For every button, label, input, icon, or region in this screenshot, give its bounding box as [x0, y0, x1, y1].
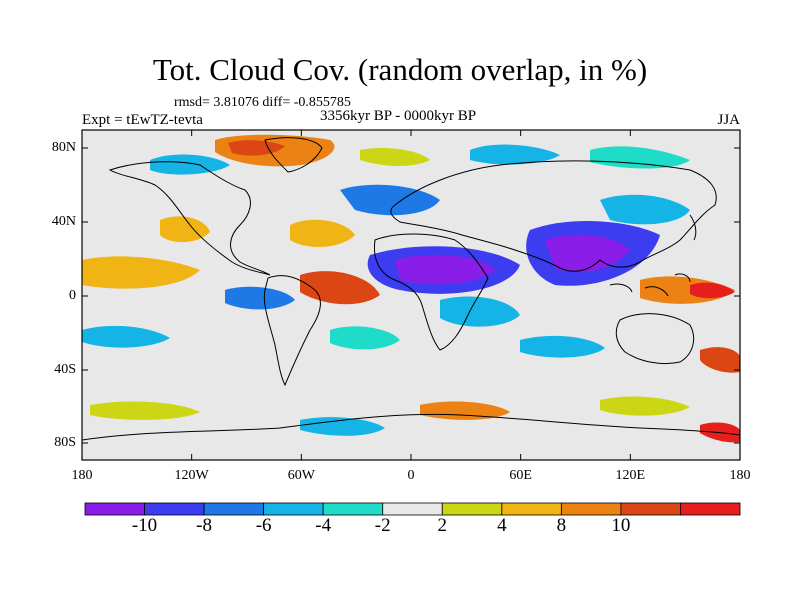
anomaly-patch — [160, 216, 210, 243]
lat-tick-label: 0 — [69, 288, 76, 303]
coastline-antarctica — [82, 413, 740, 441]
anomaly-patch — [225, 286, 295, 310]
stats-text: rmsd= 3.81076 diff= -0.855785 — [174, 95, 351, 110]
lon-tick-label: 120W — [174, 468, 209, 483]
anomaly-patch — [290, 219, 355, 247]
anomaly-patch — [590, 146, 690, 169]
anomaly-patch — [520, 335, 605, 358]
colorbar-swatch — [382, 502, 443, 516]
colorbar-label: -6 — [255, 515, 272, 536]
map-title: Tot. Cloud Cov. (random overlap, in %) — [152, 52, 648, 87]
colorbar-label: -8 — [196, 515, 212, 536]
coastline-japan — [689, 214, 697, 241]
anomaly-patch — [395, 254, 495, 285]
lat-tick-label: 80S — [54, 435, 76, 450]
coastline-south-america — [263, 275, 321, 387]
lon-tick-label: 180 — [729, 468, 751, 483]
coastline-islands — [609, 273, 691, 297]
anomaly-patch — [700, 347, 740, 373]
colorbar-label: -2 — [374, 515, 391, 536]
lon-tick-label: 120E — [615, 468, 646, 483]
anomaly-patch — [300, 417, 385, 436]
anomaly-patch — [440, 296, 520, 327]
period-label: 3356kyr BP - 0000kyr BP — [320, 108, 477, 124]
anomaly-patch — [150, 154, 230, 175]
colorbar-label: 8 — [556, 515, 567, 536]
coastlines — [82, 137, 740, 441]
colorbar-label: -4 — [315, 515, 332, 536]
coastline-eurasia — [390, 160, 717, 272]
anomaly-patch — [545, 234, 630, 273]
coastline-australia — [615, 313, 695, 365]
lon-tick-label: 60E — [509, 468, 532, 483]
lat-tick-label: 40N — [51, 214, 76, 229]
colorbar-swatch — [203, 502, 265, 516]
colorbar-swatch — [620, 502, 681, 516]
anomaly-patch — [82, 256, 200, 289]
anomaly-patch — [470, 144, 560, 165]
anomaly-patch — [600, 194, 690, 225]
anomaly-patch — [330, 326, 400, 350]
colorbar-swatch — [263, 502, 324, 516]
season-label: JJA — [717, 112, 740, 128]
lon-tick-label: 60W — [287, 468, 315, 483]
anomaly-patch — [420, 401, 510, 420]
anomaly-patch — [90, 401, 200, 420]
anomaly-field — [82, 134, 740, 443]
lon-tick-label: 180 — [71, 468, 93, 483]
lon-tick-label: 0 — [407, 468, 415, 483]
anomaly-patch — [360, 148, 430, 166]
anomaly-patch — [600, 396, 690, 416]
colorbar-swatch — [441, 502, 503, 516]
coastline-north-america — [108, 161, 271, 276]
colorbar-swatch — [84, 502, 145, 516]
lat-tick-label: 80N — [51, 140, 76, 155]
colorbar-label: -10 — [131, 515, 158, 536]
colorbar-swatch — [322, 502, 384, 516]
coastline-greenland — [264, 137, 323, 173]
anomaly-patch — [82, 325, 170, 348]
lon-tick-marks — [81, 130, 741, 460]
anomaly-patch — [300, 271, 380, 305]
colorbar-swatch — [680, 502, 741, 516]
lat-tick-marks — [82, 147, 740, 444]
anomaly-patch — [690, 282, 735, 299]
colorbar-label: 4 — [497, 515, 507, 536]
lat-tick-label: 40S — [54, 362, 76, 377]
colorbar-label: 10 — [611, 515, 631, 536]
anomaly-patch — [340, 184, 440, 216]
experiment-label: Expt = tEwTZ-tevta — [82, 112, 203, 128]
colorbar-label: 2 — [437, 515, 448, 536]
colorbar-swatch — [501, 502, 562, 516]
colorbar-swatch — [144, 502, 205, 516]
coastline-africa — [373, 233, 489, 351]
colorbar-swatch — [560, 502, 622, 516]
